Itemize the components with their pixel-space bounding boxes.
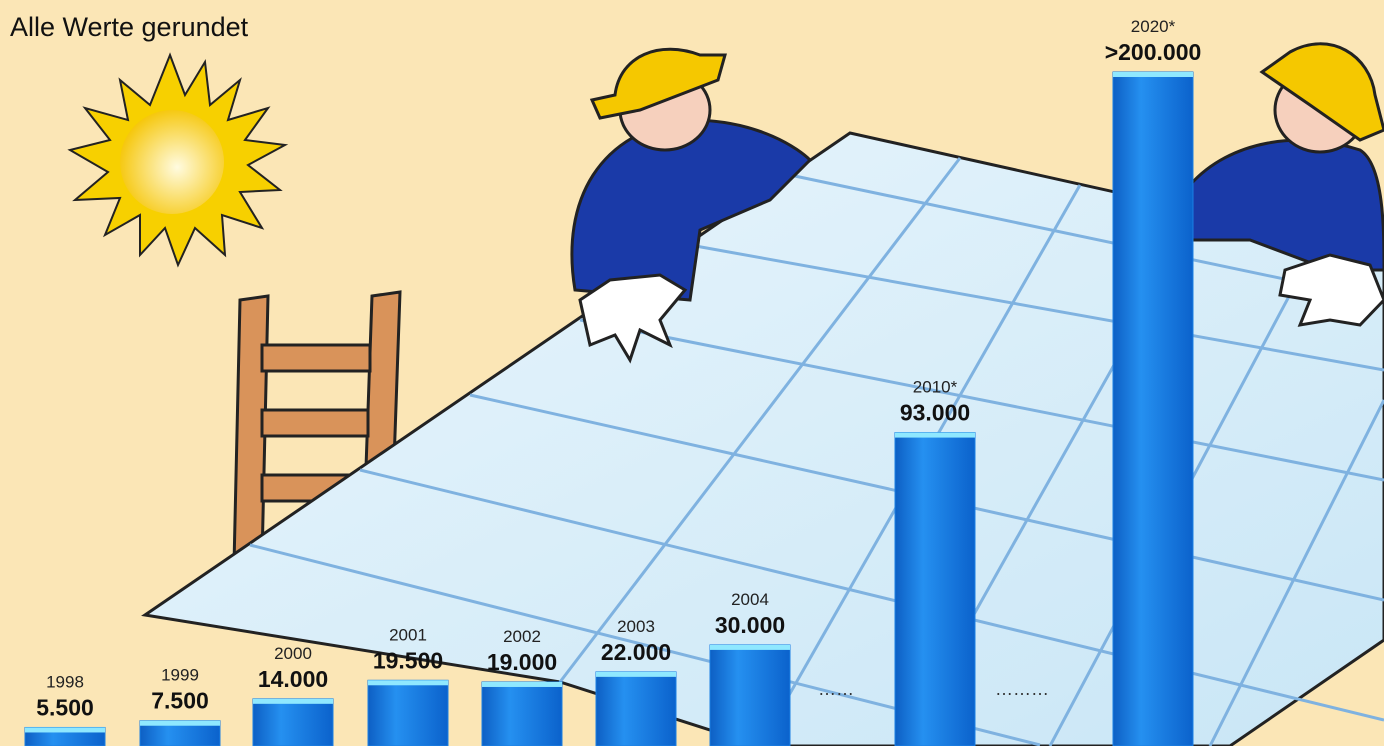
value-label: 19.000 [487,649,557,675]
year-label: 2003 [617,617,655,636]
value-label: 22.000 [601,639,671,665]
bar [252,698,334,746]
value-label: 7.500 [151,688,209,714]
year-label: 2002 [503,627,541,646]
bar [481,681,563,746]
gap-dots: ……… [995,679,1049,699]
bar-highlight [710,644,790,650]
bar-highlight [596,671,676,677]
year-label: 2010* [913,378,958,397]
value-label: 14.000 [258,666,328,692]
value-label: 19.500 [373,647,443,673]
bar [709,644,791,746]
bar-highlight [25,727,105,733]
value-label: 5.500 [36,694,94,720]
value-label: >200.000 [1105,39,1202,65]
worker [570,47,813,364]
bar-highlight [1113,72,1193,77]
bar-highlight [895,432,975,438]
value-label: 93.000 [900,400,970,426]
subtitle: Alle Werte gerundet [10,12,249,42]
bar-highlight [140,720,220,726]
bar-highlight [253,698,333,704]
bar-highlight [368,680,448,686]
bar [367,679,449,746]
worker [1188,42,1384,327]
year-label: 2001 [389,625,427,644]
bar-highlight [482,681,562,687]
year-label: 2004 [731,590,769,609]
sun [67,52,289,268]
year-label: 2020* [1131,17,1176,36]
bar [894,432,976,746]
gap-dots: …… [818,679,854,699]
year-label: 2000 [274,644,312,663]
year-label: 1998 [46,672,84,691]
bar [1112,71,1194,746]
value-label: 30.000 [715,612,785,638]
bar [595,671,677,746]
year-label: 1999 [161,666,199,685]
